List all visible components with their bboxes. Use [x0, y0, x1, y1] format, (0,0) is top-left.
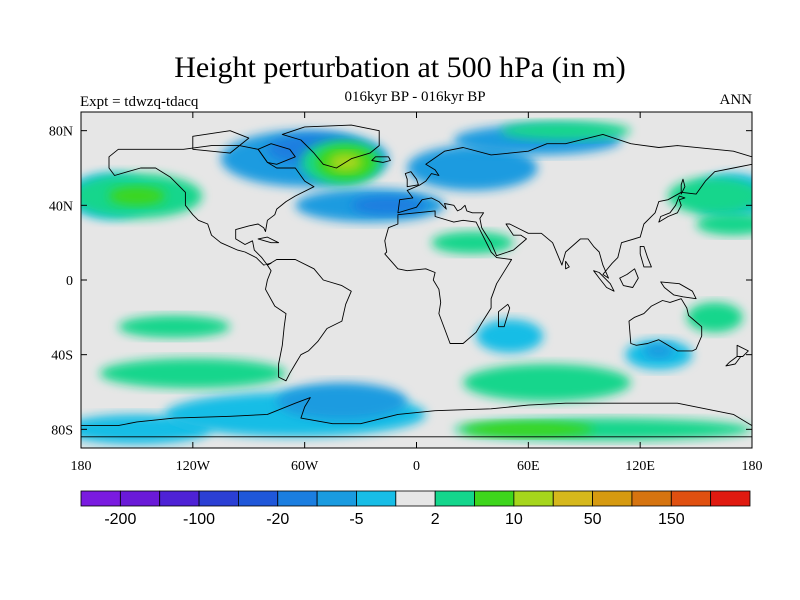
coastline-british-isles: [404, 171, 419, 188]
coastline-arctic-archipelago: [192, 130, 250, 154]
colorbar-box-1: [119, 490, 161, 507]
field-patch-10: [276, 382, 408, 421]
coastline-philippines: [639, 245, 652, 268]
colorbar-label: -5: [349, 511, 363, 528]
colorbar-label: -200: [104, 511, 136, 528]
lat-tick-label: 40S: [51, 349, 73, 364]
coastline-greenland: [281, 124, 380, 169]
field-patch-15: [108, 186, 165, 206]
field-patch-16: [668, 177, 752, 215]
lon-tick-label: 120W: [176, 459, 211, 474]
colorbar-box-13: [592, 490, 633, 507]
lat-tick-label: 80N: [49, 125, 73, 140]
lat-tick-label: 0: [66, 274, 73, 289]
colorbar-box-0: [80, 490, 121, 507]
lat-tick-label: 40N: [49, 199, 73, 214]
lat-tick-label: 80S: [51, 423, 73, 438]
coastline-madagascar: [498, 303, 511, 328]
colorbar-label: 50: [584, 511, 602, 528]
colorbar-box-14: [631, 490, 672, 507]
field-patch-25: [463, 364, 631, 402]
colorbar-label: 10: [505, 511, 523, 528]
field-patch-22: [696, 212, 752, 236]
field-patch-24: [99, 358, 287, 389]
coastline-iceland: [371, 156, 391, 163]
colorbar-box-10: [474, 490, 515, 507]
colorbar-box-3: [198, 490, 239, 507]
colorbar: -200 -100 -20 -5 2 10 50 150: [80, 490, 751, 528]
colorbar-box-9: [434, 490, 475, 507]
colorbar-box-4: [238, 490, 279, 507]
coastline-sumatra: [593, 270, 615, 292]
colorbar-box-5: [277, 490, 318, 507]
colorbar-label: -20: [266, 511, 289, 528]
coastline-north-america: [108, 145, 315, 266]
colorbar-box-2: [159, 490, 200, 507]
lon-tick-label: 0: [413, 459, 420, 474]
field-patch-28: [686, 302, 743, 333]
lon-tick-label: 180: [71, 459, 92, 474]
field-patch-23: [118, 315, 231, 338]
colorbar-box-8: [395, 490, 436, 507]
map-ticks: 80N 40N 0 40S 80S 180 120W 60W 0 60E 120E 180: [49, 112, 763, 474]
field-patch-27: [463, 421, 594, 437]
field-patch-6: [351, 196, 426, 215]
lon-tick-label: 60W: [291, 459, 319, 474]
lon-tick-label: 60E: [517, 459, 540, 474]
coastlines: [81, 124, 752, 438]
experiment-label: Expt = tdwzq-tdacq: [80, 94, 199, 110]
lon-tick-label: 180: [742, 459, 763, 474]
colorbar-box-15: [670, 490, 712, 507]
coastline-africa: [384, 210, 513, 344]
coastline-sri-lanka: [565, 260, 570, 270]
colorbar-label: -100: [183, 511, 215, 528]
colorbar-label: 2: [431, 511, 440, 528]
field-patch-21: [431, 231, 514, 254]
coastline-new-zealand: [736, 344, 749, 357]
colorbar-box-12: [552, 490, 593, 507]
map-subtitle: 016kyr BP - 016kyr BP: [344, 89, 486, 105]
colorbar-box-11: [513, 490, 554, 507]
lon-tick-label: 120E: [625, 459, 655, 474]
coastline-new-zealand-south: [725, 356, 742, 367]
field-patch-13: [476, 319, 544, 353]
colorbar-box-16: [710, 490, 751, 507]
colorbar-label: 150: [658, 511, 685, 528]
map-title: Height perturbation at 500 hPa (in m): [174, 51, 626, 84]
field-patch-12: [643, 343, 674, 359]
season-label: ANN: [719, 92, 753, 108]
coastline-south-america: [265, 259, 352, 382]
coastline-borneo: [619, 268, 639, 288]
field-patch-4: [407, 145, 538, 191]
height-perturbation-field: [81, 121, 752, 445]
coastline-antarctica: [81, 397, 752, 438]
colorbar-box-7: [356, 490, 397, 507]
coastline-australia: [628, 298, 703, 352]
coastline-cuba: [257, 236, 280, 244]
coastline-eurasia: [397, 133, 752, 279]
coastline-new-guinea: [660, 281, 697, 300]
coastline-sakhalin: [680, 178, 686, 195]
colorbar-box-6: [316, 490, 357, 507]
coastline-baffin-island: [257, 143, 296, 165]
coastline-japan: [658, 195, 686, 223]
